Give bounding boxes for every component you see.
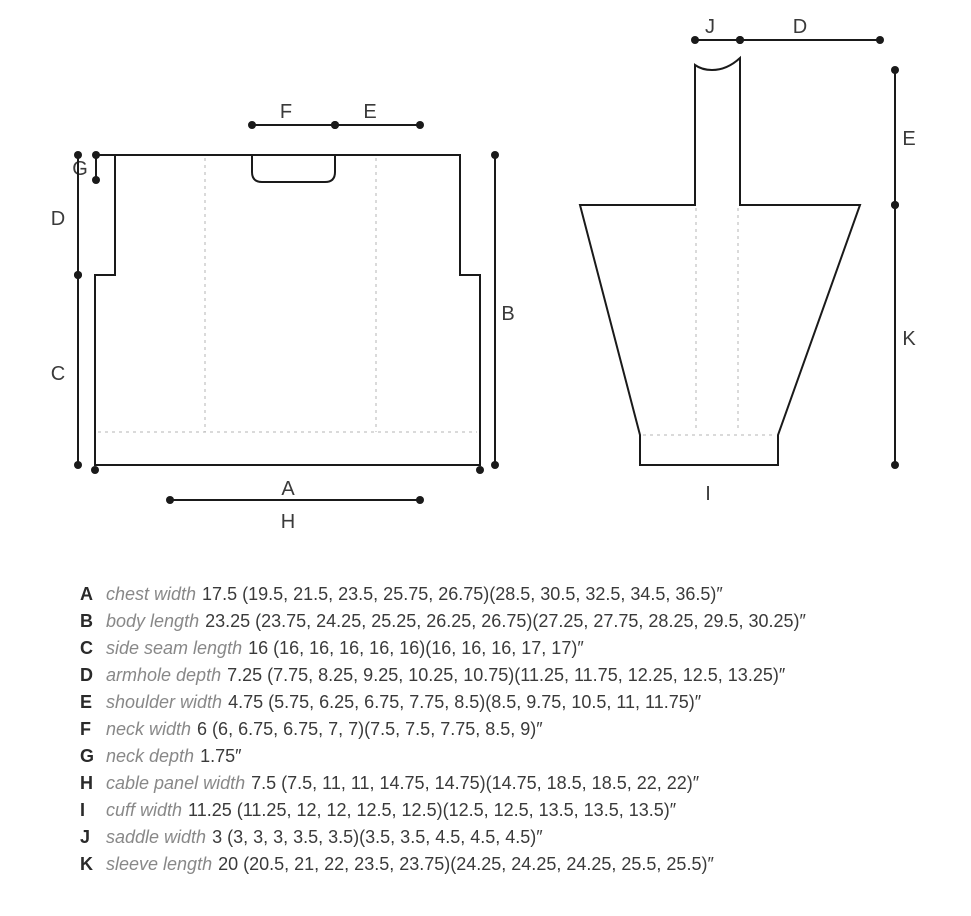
legend-letter: A [80,584,106,605]
legend-label: cuff width [106,800,182,821]
svg-text:E: E [363,101,376,123]
svg-text:G: G [72,158,88,180]
legend-letter: C [80,638,106,659]
legend-row: G neck depth 1.75″ [80,746,910,767]
svg-text:J: J [705,16,715,38]
legend-label: neck depth [106,746,194,767]
measurements-legend: A chest width 17.5 (19.5, 21.5, 23.5, 25… [80,584,910,881]
legend-letter: K [80,854,106,875]
legend-row: D armhole depth 7.25 (7.75, 8.25, 9.25, … [80,665,910,686]
legend-letter: G [80,746,106,767]
legend-label: sleeve length [106,854,212,875]
legend-row: C side seam length 16 (16, 16, 16, 16, 1… [80,638,910,659]
svg-text:A: A [281,478,295,500]
legend-letter: E [80,692,106,713]
svg-text:I: I [705,483,711,505]
svg-text:D: D [51,208,65,230]
legend-letter: J [80,827,106,848]
legend-values: 16 (16, 16, 16, 16, 16)(16, 16, 16, 17, … [248,638,584,659]
legend-values: 23.25 (23.75, 24.25, 25.25, 26.25, 26.75… [205,611,806,632]
svg-text:C: C [51,363,65,385]
svg-text:H: H [281,511,295,533]
legend-values: 6 (6, 6.75, 6.75, 7, 7)(7.5, 7.5, 7.75, … [197,719,543,740]
legend-values: 11.25 (11.25, 12, 12, 12.5, 12.5)(12.5, … [188,800,676,821]
legend-label: saddle width [106,827,206,848]
legend-values: 7.5 (7.5, 11, 11, 14.75, 14.75)(14.75, 1… [251,773,699,794]
svg-text:B: B [501,303,514,325]
legend-row: A chest width 17.5 (19.5, 21.5, 23.5, 25… [80,584,910,605]
legend-values: 20 (20.5, 21, 22, 23.5, 23.75)(24.25, 24… [218,854,714,875]
legend-label: armhole depth [106,665,221,686]
legend-row: B body length 23.25 (23.75, 24.25, 25.25… [80,611,910,632]
svg-text:D: D [793,16,807,38]
legend-values: 17.5 (19.5, 21.5, 23.5, 25.75, 26.75)(28… [202,584,723,605]
legend-letter: B [80,611,106,632]
legend-values: 4.75 (5.75, 6.25, 6.75, 7.75, 8.5)(8.5, … [228,692,701,713]
legend-label: chest width [106,584,196,605]
legend-row: J saddle width 3 (3, 3, 3, 3.5, 3.5)(3.5… [80,827,910,848]
legend-letter: I [80,800,106,821]
svg-text:K: K [902,328,916,350]
legend-row: I cuff width 11.25 (11.25, 12, 12, 12.5,… [80,800,910,821]
legend-letter: D [80,665,106,686]
legend-row: F neck width 6 (6, 6.75, 6.75, 7, 7)(7.5… [80,719,910,740]
svg-text:F: F [280,101,292,123]
legend-label: shoulder width [106,692,222,713]
legend-label: neck width [106,719,191,740]
legend-label: body length [106,611,199,632]
legend-values: 7.25 (7.75, 8.25, 9.25, 10.25, 10.75)(11… [227,665,785,686]
legend-label: side seam length [106,638,242,659]
legend-row: E shoulder width 4.75 (5.75, 6.25, 6.75,… [80,692,910,713]
legend-letter: H [80,773,106,794]
legend-letter: F [80,719,106,740]
legend-values: 1.75″ [200,746,241,767]
svg-text:E: E [902,128,915,150]
legend-row: H cable panel width 7.5 (7.5, 11, 11, 14… [80,773,910,794]
legend-row: K sleeve length 20 (20.5, 21, 22, 23.5, … [80,854,910,875]
legend-values: 3 (3, 3, 3, 3.5, 3.5)(3.5, 3.5, 4.5, 4.5… [212,827,543,848]
legend-label: cable panel width [106,773,245,794]
